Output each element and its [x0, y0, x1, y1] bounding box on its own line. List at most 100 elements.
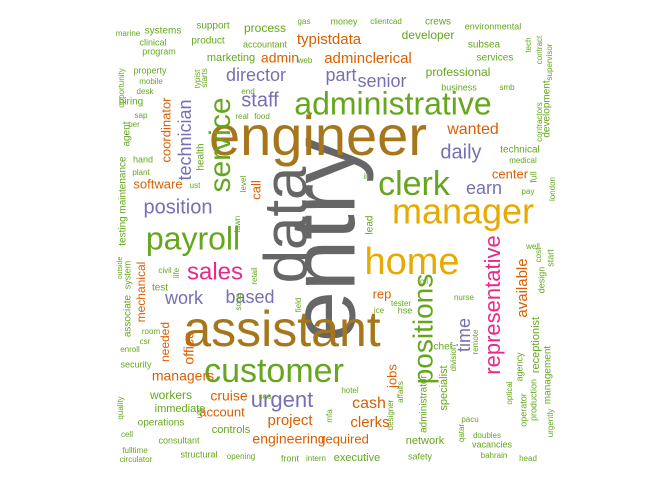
word-typistdata: typistdata [297, 31, 362, 48]
word-qatar: qatar [457, 424, 466, 443]
word-service: service [204, 97, 237, 192]
word-subsea: subsea [468, 40, 501, 51]
word-health: health [196, 143, 207, 170]
word-call: call [248, 180, 263, 200]
word-workers: workers [149, 388, 192, 402]
word-management: management [543, 346, 554, 405]
word-mfa: mfa [325, 409, 334, 423]
word-starts: starts [200, 68, 209, 88]
word-gas: gas [298, 17, 311, 26]
word-technician: technician [175, 99, 195, 180]
word-services: services [477, 53, 514, 64]
word-iii: iii [363, 172, 369, 181]
word-accountant: accountant [243, 39, 288, 49]
word-utc: utc [195, 408, 204, 419]
word-csr: csr [140, 337, 151, 346]
word-cell: cell [121, 430, 133, 439]
word-well: well [525, 242, 540, 251]
word-plant: plant [132, 168, 150, 177]
word-entry: entry [272, 138, 374, 343]
word-center: center [492, 166, 529, 181]
word-software: software [133, 176, 182, 191]
word-sous: sous [234, 294, 243, 311]
word-available: available [514, 258, 531, 317]
word-part: part [325, 65, 356, 85]
word-data: data [252, 166, 319, 283]
word-environmental: environmental [465, 21, 522, 31]
word-senior: senior [357, 71, 406, 91]
word-controls: controls [212, 424, 251, 436]
word-agency: agency [514, 352, 524, 382]
word-typist: typist [193, 69, 202, 88]
word-staff: staff [241, 89, 279, 111]
word-nurse: nurse [454, 293, 475, 302]
word-production: production [528, 379, 538, 421]
word-earn: earn [466, 178, 502, 198]
word-safety: safety [408, 451, 433, 461]
word-admin: admin [261, 50, 299, 66]
word-start: start [545, 249, 555, 267]
word-full: full [528, 171, 538, 183]
word-hand: hand [133, 154, 153, 164]
word-medical: medical [509, 156, 537, 165]
word-desk: desk [137, 87, 155, 96]
word-associate: associate [123, 294, 134, 337]
word-test: test [152, 283, 168, 294]
word-based: based [225, 287, 274, 307]
word-developer: developer [402, 28, 455, 42]
word-maintenance: maintenance [118, 156, 129, 214]
word-rep: rep [373, 286, 392, 301]
word-urgent: urgent [251, 387, 313, 412]
word-receptionist: receptionist [530, 317, 542, 373]
word-web: web [297, 56, 313, 65]
word-hse: hse [398, 305, 413, 315]
word-field: field [294, 298, 303, 313]
word-food: food [254, 112, 270, 121]
word-specialist: specialist [438, 365, 450, 410]
word-oil: oil [420, 277, 428, 286]
word-positions: positions [407, 274, 438, 385]
word-security: security [120, 359, 152, 369]
word-hotel: hotel [341, 386, 359, 395]
word-customer: customer [204, 352, 344, 390]
word-tester: tester [391, 299, 411, 308]
word-outside: outside [117, 257, 124, 280]
word-money: money [330, 16, 358, 26]
word-opportunity: opportunity [117, 68, 126, 108]
word-time: time [454, 318, 474, 352]
word-mechanical: mechanical [134, 262, 148, 323]
word-marine: marine [116, 29, 141, 38]
word-account: account [199, 404, 245, 419]
word-tech: tech [524, 37, 533, 52]
word-doubles: doubles [473, 431, 501, 440]
word-administrative: administrative [294, 85, 491, 121]
word-manager: manager [392, 191, 534, 232]
word-immediate: immediate [155, 403, 206, 415]
word-operations: operations [138, 418, 185, 429]
word-bahrain: bahrain [481, 451, 508, 460]
word-quality: quality [116, 396, 125, 419]
word-business: business [441, 82, 477, 92]
word-structural: structural [180, 449, 217, 459]
word-circulator: circulator [120, 455, 153, 464]
word-intern: intern [306, 454, 326, 463]
word-home: home [364, 241, 459, 283]
word-coordinator: coordinator [158, 97, 173, 163]
word-pacu: pacu [461, 415, 478, 424]
word-crews: crews [425, 17, 451, 28]
word-smb: smb [499, 83, 515, 92]
word-clerk: clerk [378, 165, 451, 203]
word-required: required [321, 431, 369, 446]
word-supervisor: supervisor [545, 43, 554, 80]
word-wanted: wanted [446, 121, 499, 138]
word-ust: ust [190, 181, 201, 190]
word-network: network [406, 435, 445, 447]
word-property: property [133, 65, 167, 75]
word-lead: lead [365, 216, 376, 235]
word-testing: testing [118, 216, 129, 245]
word-room: room [142, 327, 161, 336]
word-chef: chef [434, 342, 453, 353]
word-civil: civil [158, 266, 172, 275]
